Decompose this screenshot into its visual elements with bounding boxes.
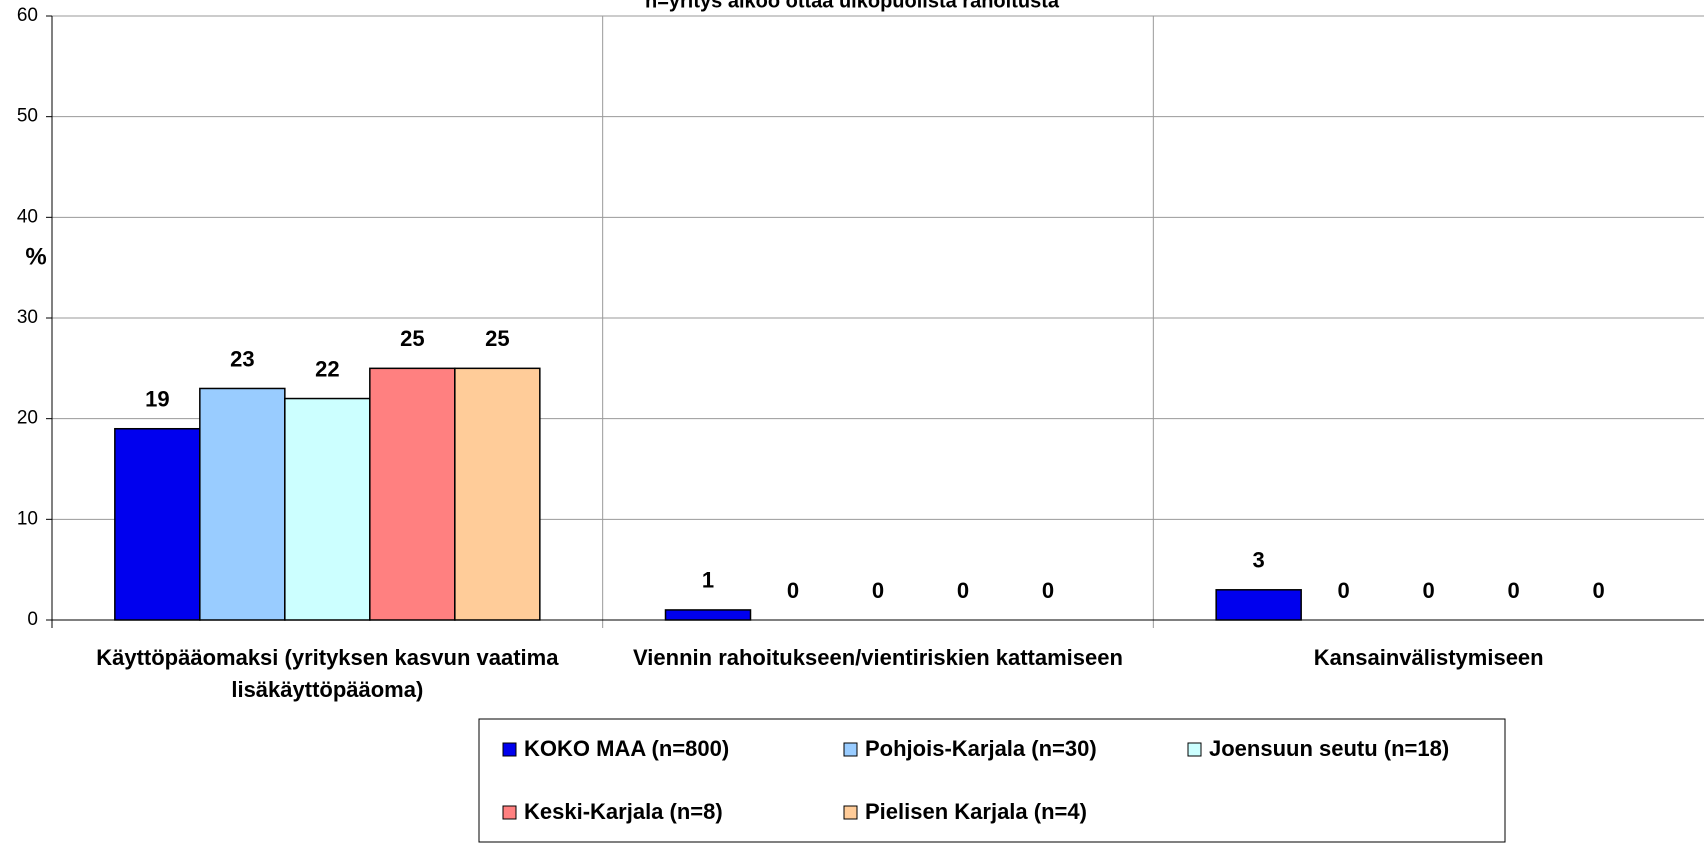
y-axis-label: % — [25, 243, 46, 270]
legend-swatch — [502, 742, 517, 757]
data-label: 0 — [872, 578, 884, 603]
data-label: 0 — [1423, 578, 1435, 603]
bar — [199, 387, 286, 621]
legend-swatch — [502, 805, 517, 820]
legend-label: Pohjois-Karjala (n=30) — [865, 736, 1097, 761]
data-label: 3 — [1253, 548, 1265, 573]
data-label: 22 — [315, 356, 339, 381]
y-tick-label: 0 — [27, 609, 38, 630]
x-tick-label: Käyttöpääomaksi (yrityksen kasvun vaatim… — [96, 645, 559, 702]
y-tick-label: 10 — [17, 508, 38, 529]
legend-label: Keski-Karjala (n=8) — [524, 799, 723, 824]
data-label: 0 — [1042, 578, 1054, 603]
y-tick-label: 60 — [17, 5, 38, 26]
y-tick-label: 50 — [17, 106, 38, 127]
legend-box — [478, 718, 1506, 843]
bar — [114, 427, 201, 621]
x-tick-label: Kansainvälistymiseen — [1313, 645, 1544, 670]
legend-swatch — [843, 805, 858, 820]
data-label: 0 — [957, 578, 969, 603]
data-label: 0 — [1508, 578, 1520, 603]
data-label: 25 — [485, 326, 509, 351]
legend-label: Joensuun seutu (n=18) — [1209, 736, 1449, 761]
y-tick-label: 30 — [17, 307, 38, 328]
data-label: 0 — [787, 578, 799, 603]
bar — [369, 367, 456, 621]
x-tick-label: Viennin rahoitukseen/vientiriskien katta… — [633, 645, 1123, 670]
bar — [664, 609, 752, 621]
bar — [284, 397, 371, 621]
data-label: 19 — [145, 387, 169, 412]
chart-title: n=yritys aikoo ottaa ulkopuolista rahoit… — [645, 0, 1060, 12]
y-tick-label: 20 — [17, 408, 38, 429]
bar — [454, 367, 541, 621]
data-label: 1 — [702, 568, 714, 593]
bar — [1215, 589, 1302, 621]
legend-label: Pielisen Karjala (n=4) — [865, 799, 1087, 824]
legend-swatch — [1187, 742, 1202, 757]
data-label: 0 — [1593, 578, 1605, 603]
data-label: 23 — [230, 346, 254, 371]
y-tick-label: 40 — [17, 206, 38, 227]
data-label: 25 — [400, 326, 424, 351]
legend-swatch — [843, 742, 858, 757]
legend-label: KOKO MAA (n=800) — [524, 736, 729, 761]
data-label: 0 — [1338, 578, 1350, 603]
